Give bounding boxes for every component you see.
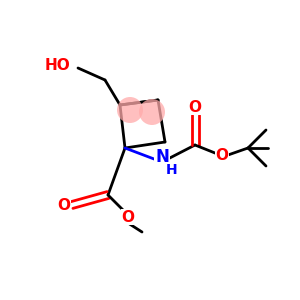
Text: O: O [122, 209, 134, 224]
Circle shape [117, 97, 143, 123]
Text: O: O [188, 100, 202, 115]
Text: N: N [155, 148, 169, 166]
Text: HO: HO [45, 58, 71, 73]
Text: O: O [215, 148, 229, 163]
Text: H: H [166, 163, 178, 177]
Text: O: O [58, 197, 70, 212]
Circle shape [139, 99, 165, 125]
